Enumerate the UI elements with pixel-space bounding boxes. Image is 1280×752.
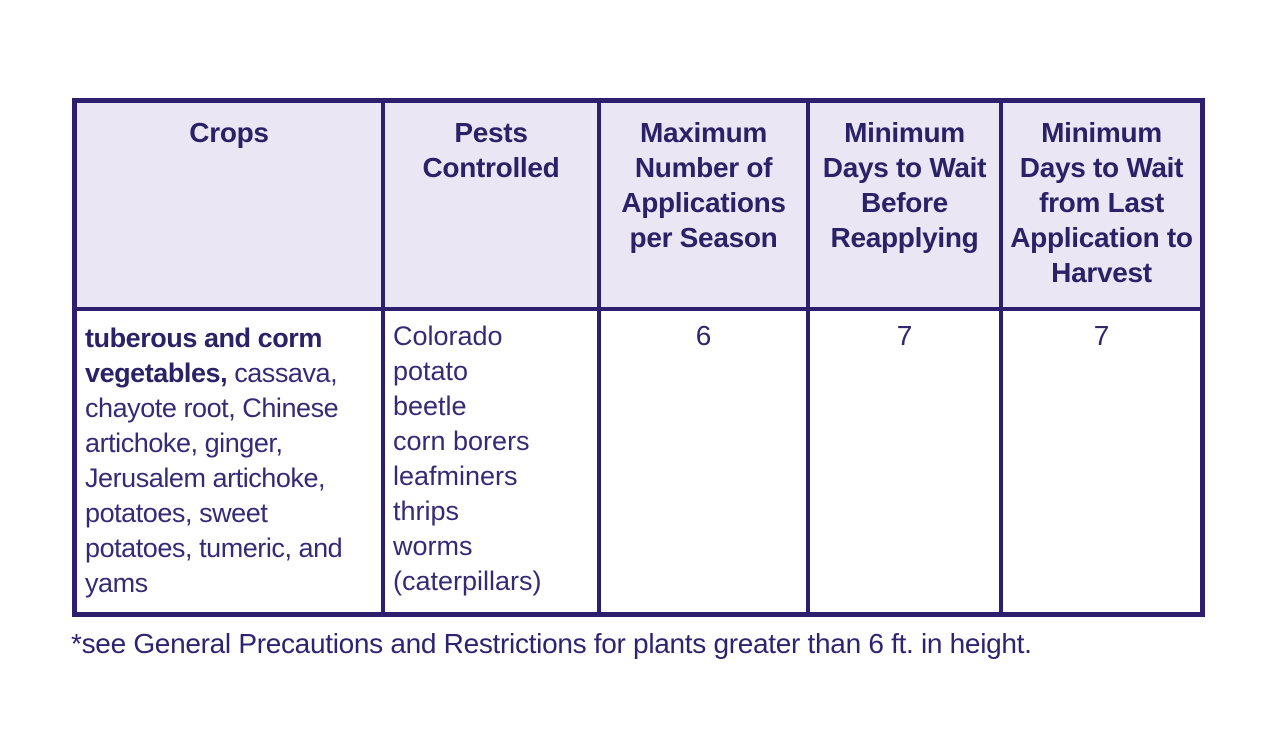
crops-list-text: cassava, chayote root, Chinese artichoke… — [85, 358, 343, 598]
column-header-min-days-harvest: Minimum Days to Wait from Last Applicati… — [1003, 103, 1200, 311]
max-applications-value-cell: 6 — [601, 311, 810, 612]
crops-cell: tuberous and corm vegetables, cassava, c… — [77, 311, 385, 612]
crops-category-bold-text: tuberous and corm vegetables, — [85, 323, 322, 388]
column-header-max-applications: Maximum Number of Applications per Seaso… — [601, 103, 810, 311]
min-days-harvest-value-cell: 7 — [1003, 311, 1200, 612]
pest-item: leafminers — [393, 461, 518, 491]
pest-item: Colorado potato beetle — [393, 321, 503, 421]
crop-application-table: Crops Pests Controlled Maximum Number of… — [72, 98, 1205, 617]
pest-item: worms (caterpillars) — [393, 531, 542, 596]
general-precautions-footnote: *see General Precautions and Restriction… — [71, 628, 1032, 659]
pest-item: corn borers — [393, 426, 530, 456]
pests-cell: Colorado potato beetle corn borers leafmin… — [385, 311, 601, 612]
min-days-reapplying-value-cell: 7 — [810, 311, 1003, 612]
column-header-min-days-reapplying: Minimum Days to Wait Before Reapplying — [810, 103, 1003, 311]
column-header-pests-controlled: Pests Controlled — [385, 103, 601, 311]
pests-cell-content: Colorado potato beetle corn borers leafmin… — [393, 319, 547, 599]
column-header-crops: Crops — [77, 103, 385, 311]
pest-item: thrips — [393, 496, 460, 526]
